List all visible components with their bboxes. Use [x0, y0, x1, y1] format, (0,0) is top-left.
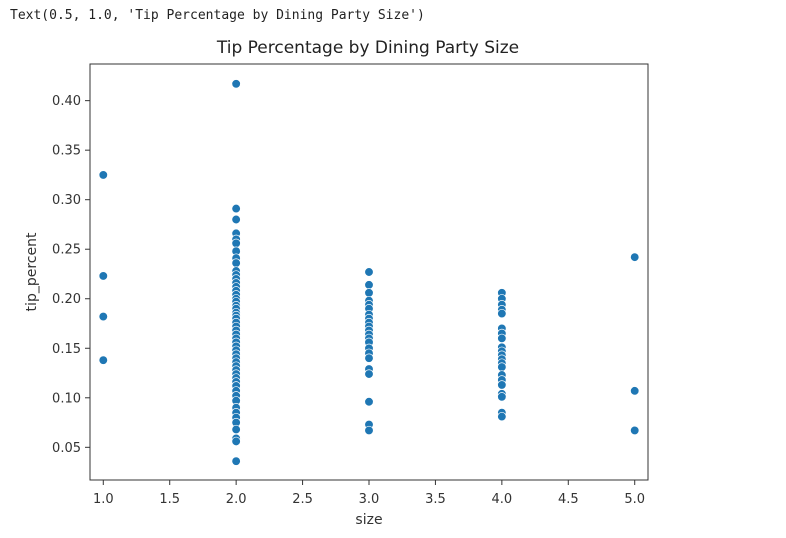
- x-tick-label: 3.0: [359, 492, 380, 507]
- plot-area: [98, 79, 640, 466]
- x-tick-label: 4.0: [492, 492, 513, 507]
- data-point: [497, 362, 507, 372]
- data-point: [364, 397, 374, 407]
- data-point: [231, 79, 241, 89]
- chart-title: Tip Percentage by Dining Party Size: [216, 38, 519, 58]
- y-axis-label: tip_percent: [24, 232, 40, 311]
- x-tick-label: 2.5: [292, 492, 313, 507]
- data-point: [98, 311, 108, 322]
- y-tick-label: 0.20: [52, 292, 81, 307]
- data-point: [630, 425, 640, 436]
- y-tick-label: 0.35: [52, 144, 81, 159]
- data-point: [98, 170, 108, 180]
- data-point: [98, 355, 108, 365]
- y-tick-label: 0.40: [52, 94, 81, 109]
- data-point: [364, 288, 374, 298]
- data-point: [231, 436, 241, 447]
- cell-output-text: Text(0.5, 1.0, 'Tip Percentage by Dining…: [10, 8, 425, 23]
- data-point: [364, 425, 374, 436]
- y-tick-label: 0.25: [52, 243, 81, 258]
- x-tick-label: 1.0: [93, 492, 114, 507]
- data-point: [231, 456, 241, 466]
- x-tick-label: 4.5: [558, 492, 579, 507]
- data-point: [231, 214, 241, 225]
- x-axis-label: size: [355, 512, 382, 528]
- x-axis: 1.0 1.5 2.0 2.5 3.0 3.5 4.0 4.5 5.0: [93, 480, 645, 507]
- data-point: [364, 369, 374, 379]
- x-tick-label: 1.5: [159, 492, 180, 507]
- y-tick-label: 0.30: [52, 193, 81, 208]
- y-tick-label: 0.05: [52, 441, 81, 456]
- data-point: [364, 267, 374, 277]
- data-point: [497, 411, 507, 422]
- data-point: [231, 424, 241, 435]
- data-point: [231, 203, 241, 214]
- data-point: [364, 353, 374, 363]
- data-point: [364, 280, 374, 290]
- data-point: [497, 380, 507, 390]
- data-point: [231, 258, 241, 268]
- x-tick-label: 2.0: [226, 492, 247, 507]
- x-tick-label: 5.0: [624, 492, 645, 507]
- data-point: [630, 252, 640, 262]
- y-axis: 0.05 0.10 0.15 0.20 0.25 0.30 0.35 0.40: [52, 94, 90, 456]
- data-point: [497, 333, 507, 344]
- data-point: [497, 308, 507, 319]
- data-point: [630, 386, 640, 396]
- y-tick-label: 0.15: [52, 342, 81, 357]
- data-point: [497, 392, 507, 402]
- data-point: [231, 238, 241, 248]
- data-point: [98, 271, 108, 281]
- y-tick-label: 0.10: [52, 391, 81, 406]
- x-tick-label: 3.5: [425, 492, 446, 507]
